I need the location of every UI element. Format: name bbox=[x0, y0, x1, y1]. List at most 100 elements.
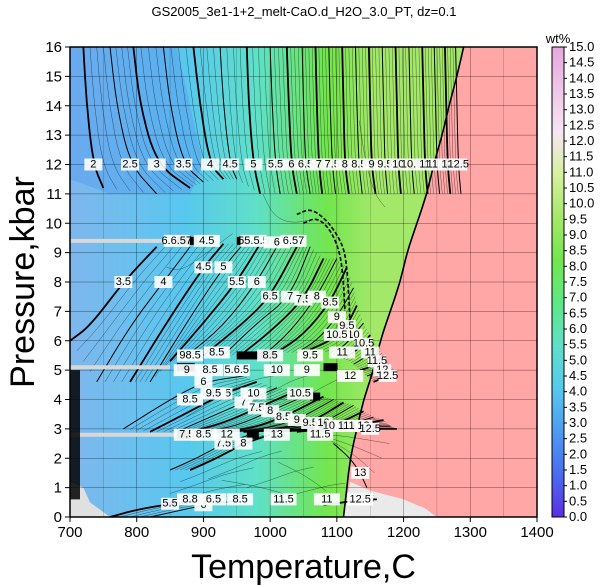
contour-minor-line bbox=[170, 47, 209, 182]
inline-label-23: 8.8 bbox=[182, 493, 197, 505]
colorbar-ticks: 0.00.51.01.52.02.53.03.54.04.55.05.56.06… bbox=[564, 39, 594, 524]
y-tick-label-16: 16 bbox=[45, 39, 62, 56]
contour-label-9: 6.5 bbox=[298, 158, 313, 170]
contour-labels: 2 2.5 3 3.5 4 4.5 5 5.5 6 6.5 7 7.5 8 8.5 9 9.5 1010.511… bbox=[84, 158, 469, 512]
contour-minor-line bbox=[89, 47, 117, 190]
inline-label-bg bbox=[197, 364, 224, 377]
inline-label-4: 6.57 bbox=[283, 235, 304, 247]
inline-label-bg bbox=[347, 493, 374, 506]
inline-label-bg bbox=[313, 493, 340, 506]
inline-label-bg bbox=[193, 234, 220, 247]
cb-tick-label-6: 3.0 bbox=[569, 415, 587, 430]
inline-label-22: 11.5 bbox=[310, 429, 331, 441]
contour-label-31: 8 bbox=[314, 291, 320, 303]
inline-label-17: 10.5 bbox=[289, 388, 310, 400]
inline-label-29: 12 bbox=[344, 370, 356, 382]
contour-label-bg bbox=[247, 276, 266, 288]
x-tick-label-4: 1100 bbox=[321, 524, 353, 541]
contour-minor-line bbox=[140, 47, 194, 187]
contour-label-29: 7 bbox=[287, 291, 293, 303]
contour-label-51: 11 bbox=[338, 420, 349, 432]
contour-label-5: 4.5 bbox=[222, 158, 237, 170]
contour-minor-line bbox=[121, 244, 216, 382]
contour-label-8: 6 bbox=[288, 158, 294, 170]
plot-area: solidus 2 2.5 3 3.5 4 4.5 5 5.5 6 6.5 7 7.5 8 8.5 9 9.5… bbox=[70, 47, 537, 517]
inline-label-bg bbox=[280, 234, 307, 247]
contour-label-3: 3.5 bbox=[176, 158, 191, 170]
contour-minor-line bbox=[258, 47, 271, 194]
left-edge-bar bbox=[70, 370, 80, 500]
y-tick-label-8: 8 bbox=[54, 274, 62, 291]
cb-tick-label-24: 12.0 bbox=[569, 133, 594, 148]
inline-label-bg bbox=[307, 428, 334, 441]
cb-tick-label-26: 13.0 bbox=[569, 102, 594, 117]
contour-minor-line bbox=[180, 451, 262, 482]
inline-label-25: 8.5 bbox=[232, 493, 247, 505]
colorbar-title: wt% bbox=[545, 31, 571, 46]
x-tick-label-1: 800 bbox=[124, 524, 149, 541]
contour-minor-line bbox=[208, 450, 282, 479]
y-tick-label-4: 4 bbox=[54, 392, 62, 409]
cb-tick-label-1: 0.5 bbox=[569, 493, 587, 508]
contour-minor-line bbox=[129, 377, 247, 430]
inline-label-bg bbox=[263, 428, 290, 441]
contour-label-bg bbox=[378, 370, 397, 382]
inline-label-19: 8.5 bbox=[196, 429, 211, 441]
y-axis-title: Pressure,kbar bbox=[4, 176, 42, 388]
contour-label-44: 7.5 bbox=[249, 402, 264, 414]
contour-minor-line bbox=[83, 246, 174, 362]
contour-minor-line bbox=[104, 245, 199, 382]
inline-label-14: 8.5 bbox=[182, 393, 197, 405]
contour-label-24: 4.5 bbox=[196, 261, 211, 273]
contour-minor-line bbox=[277, 461, 327, 492]
contour-label-bg bbox=[154, 276, 173, 288]
cb-tick-label-15: 7.5 bbox=[569, 274, 587, 289]
y-tick-label-13: 13 bbox=[45, 127, 62, 144]
cb-tick-label-5: 2.5 bbox=[569, 431, 587, 446]
contour-label-0: 2 bbox=[90, 158, 96, 170]
inline-label-26: 11.5 bbox=[273, 493, 294, 505]
inline-label-1: 4.5 bbox=[199, 235, 214, 247]
contour-minor-line bbox=[291, 282, 353, 353]
cb-tick-label-19: 9.5 bbox=[569, 211, 587, 226]
contour-label-16: 10 bbox=[392, 158, 404, 170]
contour-label-56: 5.5 bbox=[162, 498, 177, 510]
y-tick-label-0: 0 bbox=[54, 509, 62, 526]
inline-label-bg bbox=[163, 234, 190, 247]
contour-label-46: 8.5 bbox=[276, 411, 291, 423]
inline-label-31: 10.5 bbox=[326, 329, 347, 341]
dense-contour-0 bbox=[296, 209, 351, 327]
contour-label-bg bbox=[121, 158, 140, 171]
contour-label-bg bbox=[84, 158, 103, 171]
liquidus-wedge-region bbox=[343, 481, 437, 517]
cb-tick-label-25: 12.5 bbox=[569, 117, 594, 132]
cb-tick-label-12: 6.0 bbox=[569, 321, 587, 336]
contour-minor-line bbox=[139, 243, 234, 382]
inline-label-11: 5.6.5 bbox=[225, 364, 249, 376]
x-tick-label-3: 1000 bbox=[253, 524, 286, 541]
sampling-marker-6 bbox=[246, 430, 259, 439]
inline-label-20: 12 bbox=[221, 429, 233, 441]
inline-label-bg bbox=[257, 349, 284, 362]
contour-label-2: 3 bbox=[154, 158, 160, 170]
inline-label-21: 13 bbox=[271, 429, 283, 441]
y-tick-label-11: 11 bbox=[46, 186, 62, 203]
inline-label-16: 10 bbox=[247, 388, 259, 400]
inline-label-bg bbox=[293, 364, 320, 377]
inline-label-bg bbox=[213, 428, 240, 441]
contour-label-bg bbox=[214, 261, 233, 274]
sampling-marker-3 bbox=[236, 351, 277, 360]
contour-label-bg bbox=[194, 261, 213, 274]
subsolidus-region bbox=[70, 481, 111, 517]
x-tick-label-6: 1300 bbox=[454, 524, 487, 541]
y-tick-label-3: 3 bbox=[54, 421, 62, 438]
contour-label-bg bbox=[147, 158, 166, 171]
contour-label-bg bbox=[282, 158, 301, 171]
contour-label-43: 7 bbox=[240, 396, 246, 408]
contour-minor-line bbox=[96, 47, 131, 192]
y-tick-label-10: 10 bbox=[45, 215, 62, 232]
inline-label-bg bbox=[177, 349, 204, 362]
cb-tick-label-29: 14.5 bbox=[569, 55, 594, 70]
